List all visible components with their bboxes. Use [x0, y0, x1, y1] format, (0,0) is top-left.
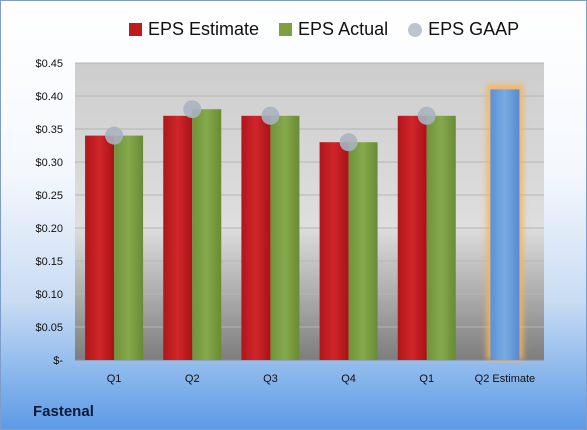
y-tick-label: $0.35: [35, 124, 63, 136]
marker-eps-gaap: [417, 106, 436, 125]
y-tick-label: $0.05: [35, 322, 63, 334]
legend-label-eps-actual: EPS Actual: [298, 19, 389, 39]
plot-background: [75, 63, 544, 360]
bar-eps-estimate: [241, 115, 271, 360]
bar-eps-actual: [348, 142, 378, 360]
legend-label-eps-estimate: EPS Estimate: [148, 19, 260, 39]
marker-eps-gaap: [105, 126, 124, 145]
legend-label-eps-gaap: EPS GAAP: [428, 19, 520, 39]
x-tick-label: Q2: [185, 373, 200, 385]
x-tick-label: Q3: [263, 373, 278, 385]
y-tick-label: $0.40: [35, 91, 63, 103]
y-tick-label: $0.15: [35, 256, 63, 268]
bar-eps-estimate: [85, 135, 115, 360]
bar-eps-actual: [192, 109, 222, 360]
legend-marker-eps-gaap: [408, 22, 423, 37]
bar-eps-estimate: [397, 115, 427, 360]
y-tick-label: $0.45: [35, 58, 63, 70]
y-tick-label: $-: [53, 355, 63, 367]
bar-eps-actual: [114, 135, 144, 360]
bar-eps-estimate: [319, 142, 349, 360]
bar-eps-actual: [426, 115, 456, 360]
bar-eps-actual: [270, 115, 300, 360]
y-tick-label: $0.10: [35, 289, 63, 301]
y-tick-label: $0.20: [35, 223, 63, 235]
legend-item-eps-gaap: EPS GAAP: [408, 19, 519, 40]
marker-eps-gaap: [261, 106, 280, 125]
legend-swatch-eps-estimate: [129, 23, 142, 36]
y-tick-label: $0.25: [35, 190, 63, 202]
bar-q2-estimate: [490, 89, 520, 361]
x-tick-label: Q2 Estimate: [475, 373, 536, 385]
x-tick-label: Q4: [341, 373, 356, 385]
bar-eps-estimate: [163, 115, 193, 360]
company-name: Fastenal: [33, 403, 94, 420]
y-tick-label: $0.30: [35, 157, 63, 169]
x-tick-label: Q1: [419, 373, 434, 385]
legend-item-eps-actual: EPS Actual: [279, 19, 388, 40]
marker-eps-gaap: [339, 133, 358, 152]
legend-item-eps-estimate: EPS Estimate: [129, 19, 259, 40]
marker-eps-gaap: [183, 100, 202, 119]
legend: EPS Estimate EPS Actual EPS GAAP: [129, 19, 539, 40]
legend-swatch-eps-actual: [279, 23, 293, 36]
x-tick-label: Q1: [107, 373, 122, 385]
